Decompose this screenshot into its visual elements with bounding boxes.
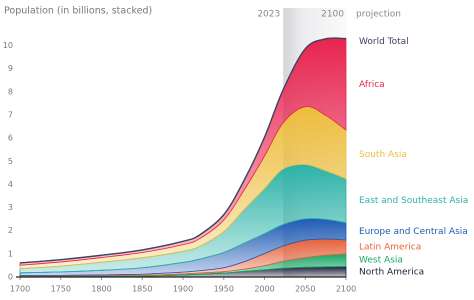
x-tick-label: 1850 — [132, 285, 152, 294]
y-tick-label: 0 — [8, 273, 13, 282]
world-total-line — [19, 37, 347, 264]
x-tick-label: 2000 — [254, 285, 274, 294]
projection-end-label: 2100 — [321, 10, 344, 20]
x-tick-label: 1700 — [10, 285, 30, 294]
series-label: South Asia — [359, 150, 407, 160]
series-label: Europe and Central Asia — [359, 227, 468, 237]
projection-label: projection — [356, 10, 401, 20]
y-tick-label: 6 — [8, 134, 13, 143]
x-tick-label: 1750 — [51, 285, 71, 294]
x-tick-label: 2100 — [336, 285, 356, 294]
y-tick-label: 3 — [8, 203, 13, 212]
series-label: Africa — [359, 80, 385, 90]
total-label: World Total — [359, 37, 409, 47]
series-label: Latin America — [359, 242, 421, 252]
series-label: East and Southeast Asia — [359, 196, 468, 206]
x-tick-label: 1900 — [173, 285, 193, 294]
projection-start-label: 2023 — [257, 10, 280, 20]
x-tick-label: 2050 — [295, 285, 315, 294]
y-tick-label: 7 — [8, 111, 13, 120]
y-tick-label: 10 — [3, 41, 13, 50]
y-axis-title: Population (in billions, stacked) — [4, 6, 152, 17]
y-tick-label: 2 — [8, 226, 13, 235]
y-tick-label: 1 — [8, 249, 13, 258]
x-tick-label: 1950 — [214, 285, 234, 294]
y-tick-label: 8 — [8, 87, 13, 96]
x-tick-label: 1800 — [91, 285, 111, 294]
series-label: North America — [359, 267, 424, 277]
y-tick-label: 4 — [8, 180, 13, 189]
y-tick-label: 9 — [8, 64, 13, 73]
y-tick-label: 5 — [8, 157, 13, 166]
series-label: West Asia — [359, 256, 403, 266]
